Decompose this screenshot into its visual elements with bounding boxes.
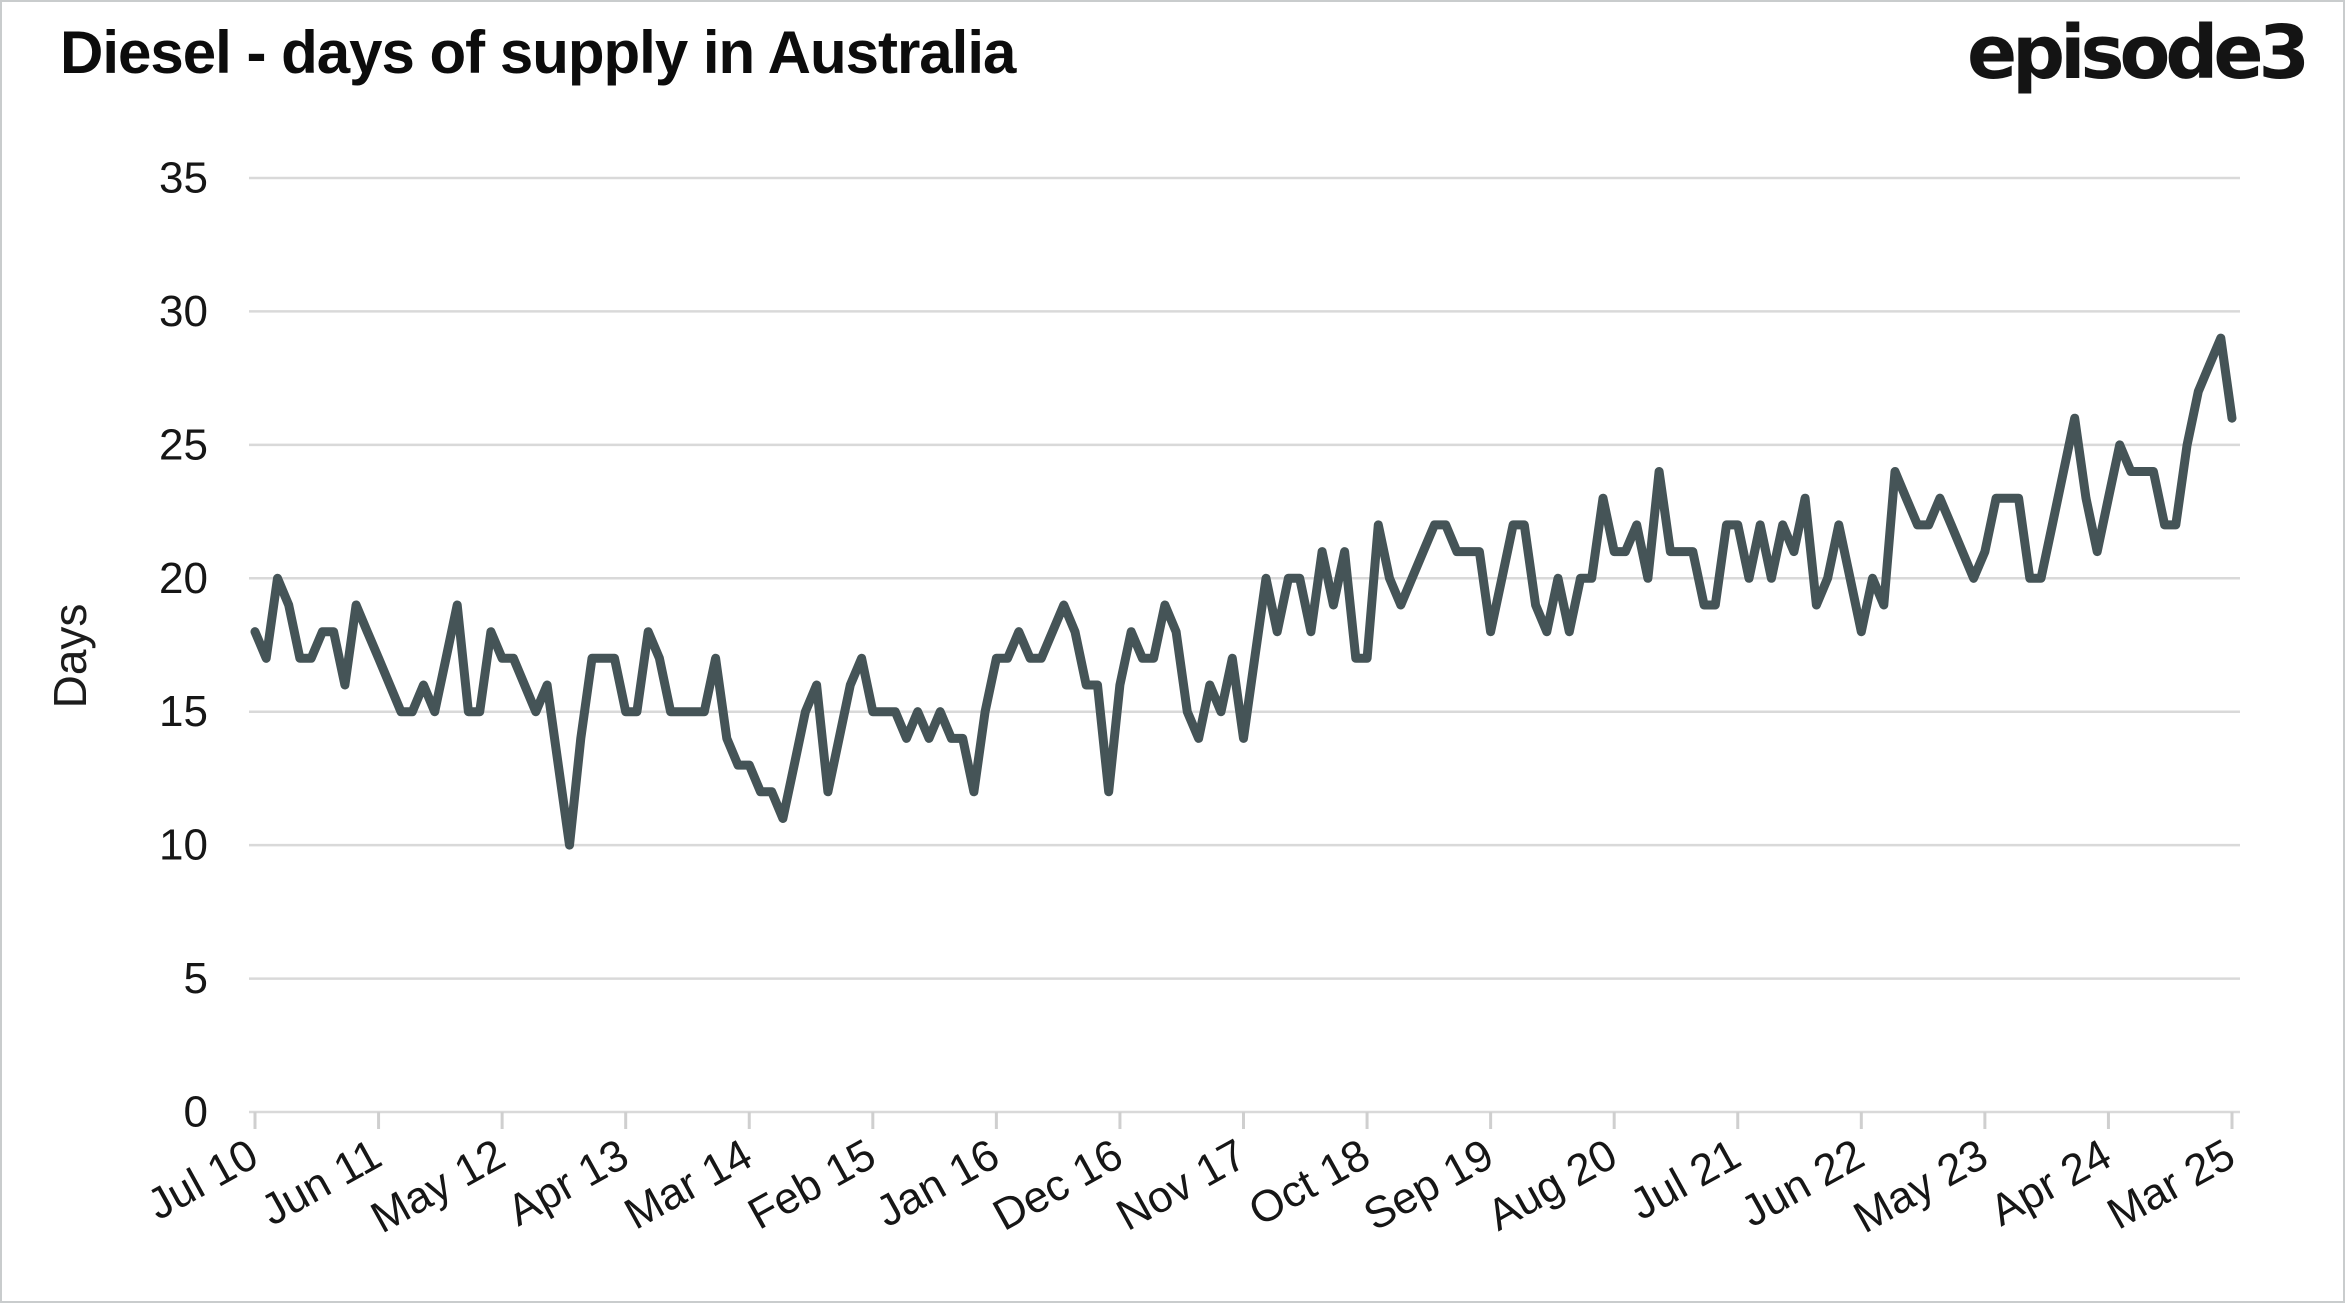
brand-logo-episode3: episode3 — [1966, 10, 2310, 96]
x-tick-label: Mar 25 — [2099, 1130, 2243, 1239]
y-tick-label-25: 25 — [159, 420, 208, 469]
y-axis-tick-labels: 0 5 10 15 20 25 30 35 — [159, 154, 208, 1137]
x-tick-label: Jul 10 — [139, 1130, 265, 1230]
y-tick-label-35: 35 — [159, 154, 208, 203]
gridlines — [249, 176, 2240, 1114]
x-tick-label: Jul 21 — [1622, 1130, 1748, 1230]
x-tick-label: Jan 16 — [868, 1130, 1007, 1237]
x-tick-label: Mar 14 — [617, 1130, 761, 1239]
data-series — [250, 333, 2237, 850]
x-tick-label: Oct 18 — [1241, 1130, 1378, 1236]
supply-line — [250, 333, 2237, 850]
x-tick-label: May 12 — [363, 1130, 513, 1243]
chart-title: Diesel - days of supply in Australia — [60, 19, 1016, 86]
x-tick-label: May 23 — [1846, 1130, 1996, 1243]
x-tick-label: Dec 16 — [985, 1130, 1131, 1240]
x-axis-tick-marks — [253, 1112, 2234, 1129]
x-tick-label: Apr 24 — [1982, 1130, 2119, 1236]
x-tick-label: Jun 11 — [253, 1130, 389, 1235]
y-tick-label-30: 30 — [159, 287, 208, 336]
y-tick-label-15: 15 — [159, 687, 208, 736]
x-tick-label: Jun 22 — [1733, 1130, 1872, 1237]
x-tick-label: Nov 17 — [1109, 1130, 1255, 1240]
x-tick-label: Apr 13 — [499, 1130, 636, 1236]
x-tick-label: Sep 19 — [1356, 1130, 1502, 1240]
y-tick-label-20: 20 — [159, 554, 208, 603]
y-tick-label-0: 0 — [184, 1088, 208, 1137]
x-tick-label: Aug 20 — [1479, 1130, 1625, 1240]
x-tick-label: Feb 15 — [740, 1130, 884, 1239]
y-tick-label-5: 5 — [184, 954, 208, 1003]
y-tick-label-10: 10 — [159, 821, 208, 870]
